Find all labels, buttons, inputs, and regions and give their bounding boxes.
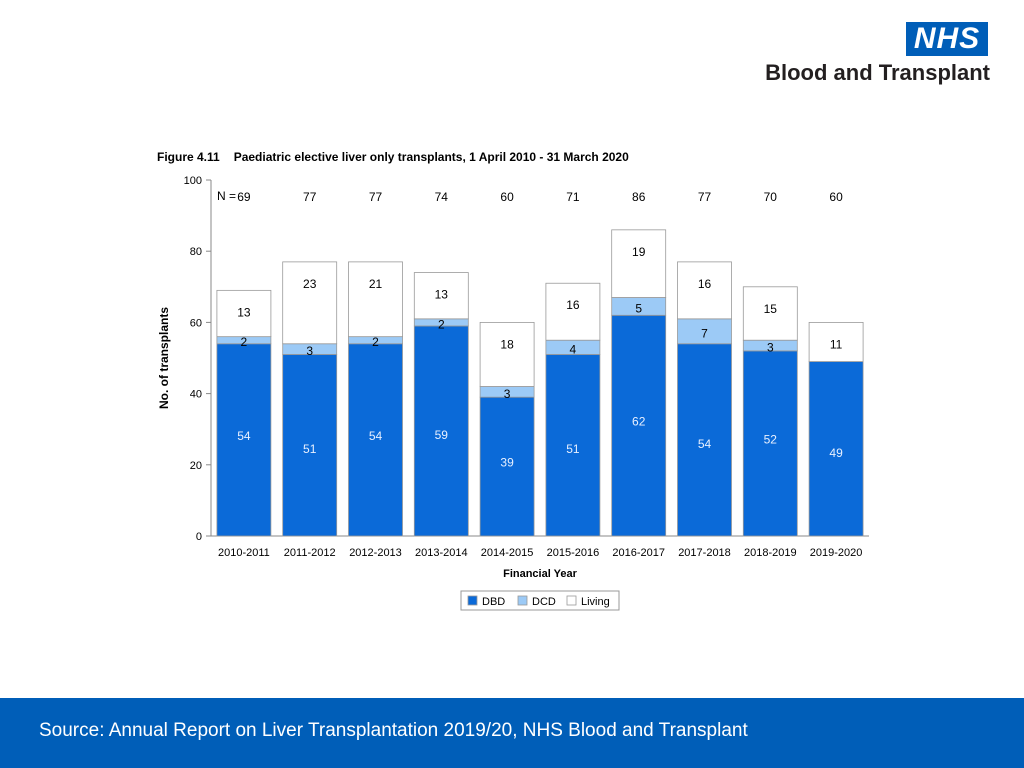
data-label-dbd: 59 — [435, 428, 449, 442]
total-n-label: 69 — [237, 190, 251, 204]
total-n-label: 60 — [829, 190, 843, 204]
data-label-dcd: 2 — [438, 317, 445, 331]
data-label-living: 13 — [435, 288, 449, 302]
total-n-label: 77 — [303, 190, 317, 204]
x-tick-label: 2014-2015 — [481, 547, 534, 559]
y-tick-label: 20 — [190, 460, 202, 472]
y-axis-label: No. of transplants — [157, 307, 171, 409]
data-label-living: 13 — [237, 305, 251, 319]
bar-segment-dbd — [808, 361, 864, 537]
bar-segment-dbd — [282, 354, 338, 537]
bar-segment-living — [611, 229, 667, 298]
data-label-dbd: 62 — [632, 415, 646, 429]
legend-label-living: Living — [581, 596, 610, 608]
source-text: Source: Annual Report on Liver Transplan… — [39, 720, 748, 741]
data-label-living: 11 — [830, 337, 843, 351]
x-tick-label: 2016-2017 — [612, 547, 665, 559]
data-label-dcd: 4 — [570, 342, 577, 356]
legend-swatch-living — [566, 595, 577, 606]
data-label-dcd: 5 — [635, 301, 642, 315]
y-tick-label: 80 — [190, 246, 202, 258]
total-n-label: 74 — [435, 190, 449, 204]
data-label-living: 15 — [764, 302, 778, 316]
figure-caption: Paediatric elective liver only transplan… — [233, 150, 629, 164]
total-n-label: 60 — [500, 190, 514, 204]
x-tick-label: 2019-2020 — [810, 547, 863, 559]
bar-segment-living — [216, 289, 272, 338]
bar-segment-living — [742, 286, 798, 341]
data-label-dcd: 7 — [701, 326, 708, 340]
data-label-dbd: 39 — [500, 456, 514, 470]
bar-segment-living — [282, 261, 338, 345]
total-n-label: 77 — [369, 190, 383, 204]
bar-segment-dbd — [413, 325, 469, 537]
data-label-dbd: 49 — [829, 446, 843, 460]
n-prefix-label: N = — [217, 189, 236, 203]
data-label-dbd: 51 — [303, 442, 317, 456]
x-tick-label: 2013-2014 — [415, 547, 468, 559]
total-n-label: 77 — [698, 190, 712, 204]
bar-segment-dbd — [479, 396, 535, 537]
data-label-dbd: 51 — [566, 442, 580, 456]
bar-segment-dbd — [348, 343, 403, 537]
bar-segment-living — [348, 261, 403, 338]
x-axis-label: Financial Year — [503, 568, 578, 580]
legend-label-dbd: DBD — [482, 596, 505, 608]
x-tick-label: 2012-2013 — [349, 547, 402, 559]
x-tick-label: 2015-2016 — [547, 547, 600, 559]
legend-swatch-dbd — [467, 595, 478, 606]
total-n-label: 70 — [764, 190, 778, 204]
data-label-dbd: 52 — [764, 432, 778, 446]
y-tick-label: 0 — [196, 531, 202, 543]
bar-segment-living — [413, 272, 469, 320]
bar-segment-dbd — [216, 343, 272, 537]
bar-segment-living — [545, 282, 601, 341]
data-label-living: 21 — [369, 277, 383, 291]
bar-segment-living — [808, 321, 864, 362]
data-label-living: 23 — [303, 277, 317, 291]
figure-title: Figure 4.11 Paediatric elective liver onl… — [157, 150, 629, 164]
bar-segment-living — [677, 261, 732, 320]
logo-subtitle: Blood and Transplant — [765, 60, 990, 85]
data-label-dbd: 54 — [237, 429, 251, 443]
bar-segment-living — [479, 321, 535, 387]
data-label-living: 16 — [566, 298, 580, 312]
y-tick-label: 60 — [190, 317, 202, 329]
x-tick-label: 2011-2012 — [284, 547, 336, 559]
bar-segment-dcd — [677, 318, 732, 345]
data-label-dcd: 2 — [372, 335, 379, 349]
data-label-dcd: 2 — [241, 335, 248, 349]
data-label-dcd: 3 — [504, 387, 511, 401]
footer-bar: Source: Annual Report on Liver Transplan… — [0, 698, 1024, 768]
legend-swatch-dcd — [517, 595, 528, 606]
x-tick-label: 2018-2019 — [744, 547, 797, 559]
data-label-dbd: 54 — [698, 437, 712, 451]
total-n-label: 86 — [632, 190, 646, 204]
bar-segment-dbd — [545, 354, 601, 537]
legend-label-dcd: DCD — [532, 596, 556, 608]
legend-box — [460, 590, 620, 611]
x-tick-label: 2017-2018 — [678, 547, 731, 559]
y-tick-label: 40 — [190, 389, 202, 401]
x-tick-label: 2010-2011 — [218, 547, 270, 559]
data-label-living: 18 — [500, 337, 514, 351]
y-tick-label: 100 — [184, 175, 202, 187]
nhs-logo-mark: NHS — [906, 22, 988, 56]
bar-segment-dbd — [677, 343, 732, 537]
nhsbt-logo: NHS Blood and Transplant — [760, 18, 1010, 90]
total-n-label: 71 — [566, 190, 580, 204]
data-label-living: 19 — [632, 245, 646, 259]
data-label-dcd: 3 — [306, 344, 313, 358]
data-label-dcd: 3 — [767, 341, 774, 355]
data-label-dbd: 54 — [369, 429, 383, 443]
data-label-living: 16 — [698, 277, 712, 291]
figure-number: Figure 4.11 — [157, 150, 220, 164]
